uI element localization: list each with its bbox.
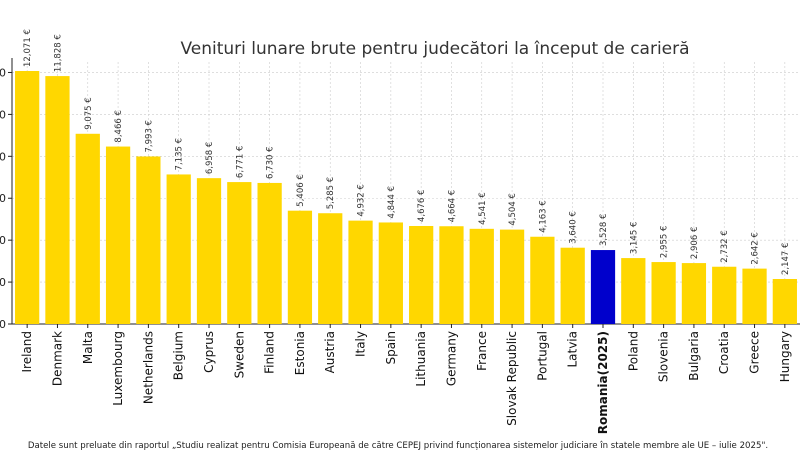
- bar: [105, 146, 131, 324]
- bar: [348, 220, 373, 324]
- bar: [45, 76, 70, 325]
- bar: [439, 226, 464, 324]
- y-tick-label: 0: [0, 276, 6, 289]
- x-tick-label: Estonia: [293, 331, 307, 375]
- y-tick-label: 0: [0, 318, 6, 331]
- bar: [651, 262, 676, 324]
- x-tick-label: Latvia: [566, 331, 580, 368]
- x-tick-label: Sweden: [232, 331, 246, 378]
- footnote: Datele sunt preluate din raportul „Studi…: [28, 441, 768, 450]
- bar-value-label: 2,906 €: [690, 227, 700, 259]
- bar: [287, 210, 313, 324]
- bar-value-label: 4,504 €: [508, 193, 518, 225]
- bar-value-label: 6,771 €: [235, 146, 245, 178]
- x-tick-label: Austria: [323, 331, 337, 373]
- bar-value-label: 2,642 €: [751, 232, 761, 264]
- bars: [15, 70, 797, 325]
- bar: [409, 225, 434, 324]
- y-tick-label: 0: [0, 234, 6, 247]
- x-tick-label: Portugal: [535, 331, 549, 381]
- x-tick-label: Netherlands: [141, 331, 155, 404]
- bar-value-label: 4,541 €: [478, 192, 488, 224]
- bar-value-label: 5,406 €: [296, 174, 306, 206]
- bar-value-label: 7,135 €: [175, 138, 185, 170]
- bar-value-label: 7,993 €: [144, 120, 154, 152]
- bar-value-label: 3,640 €: [569, 211, 579, 243]
- x-tick-labels: Ireland Denmark Malta Luxembourg Netherlands…: [20, 324, 792, 434]
- bar-value-label: 8,466 €: [114, 110, 124, 142]
- x-tick-label: Belgium: [172, 331, 186, 380]
- bar-value-label: 3,528 €: [599, 214, 609, 246]
- bar-value-label: 4,664 €: [447, 190, 457, 222]
- x-tick-label: France: [475, 331, 489, 371]
- bar-highlighted: [590, 250, 616, 324]
- bar: [136, 156, 161, 324]
- bar-value-label: 2,147 €: [781, 243, 791, 275]
- value-labels: 12,071 € 11,828 € 9,075 € 8,466 € 7,993 € 7,1…: [23, 29, 791, 275]
- bar: [469, 228, 494, 324]
- y-tick-label: 0: [0, 150, 6, 163]
- bar: [621, 258, 646, 324]
- x-tick-label: Finland: [263, 331, 277, 374]
- bar: [772, 278, 797, 324]
- x-tick-label: Poland: [626, 331, 640, 371]
- x-tick-label: Bulgaria: [687, 331, 701, 381]
- bar: [227, 182, 252, 324]
- x-tick-label: Luxembourg: [111, 331, 125, 406]
- x-tick-label: Romania(2025): [596, 331, 610, 434]
- x-tick-label: Spain: [384, 331, 398, 365]
- x-tick-label: Malta: [81, 331, 95, 364]
- x-tick-label: Germany: [444, 331, 458, 386]
- bar-value-label: 5,285 €: [326, 177, 336, 209]
- bar-value-label: 2,732 €: [720, 230, 730, 262]
- bar: [196, 178, 222, 324]
- bar-value-label: 12,071 €: [23, 29, 33, 67]
- bar: [257, 182, 282, 324]
- bar: [499, 229, 525, 324]
- bar-value-label: 4,932 €: [357, 184, 367, 216]
- x-tick-label: Greece: [748, 331, 762, 374]
- bar-value-label: 4,676 €: [417, 190, 427, 222]
- chart-title: Venituri lunare brute pentru judecători …: [180, 39, 689, 59]
- x-tick-label: Denmark: [50, 331, 64, 386]
- bar: [166, 174, 191, 324]
- bar-value-label: 11,828 €: [53, 34, 63, 72]
- bar-value-label: 4,163 €: [538, 200, 548, 232]
- x-tick-label: Slovak Republic: [505, 331, 519, 426]
- y-tick-label: 0: [0, 66, 6, 79]
- y-tick-label: 0: [0, 108, 6, 121]
- x-tick-label: Ireland: [20, 331, 34, 373]
- bar: [742, 268, 767, 324]
- x-tick-label: Hungary: [778, 331, 792, 382]
- bar: [75, 133, 100, 324]
- bar: [560, 247, 585, 324]
- bar: [15, 70, 40, 324]
- x-tick-label: Croatia: [717, 331, 731, 374]
- x-tick-label: Cyprus: [202, 331, 216, 373]
- bar-value-label: 3,145 €: [629, 222, 639, 254]
- bar: [712, 266, 737, 324]
- y-tick-label: 0: [0, 192, 6, 205]
- bar: [530, 236, 555, 324]
- bar: [318, 213, 343, 324]
- bar-value-label: 6,730 €: [266, 146, 276, 178]
- x-tick-label: Italy: [354, 331, 368, 357]
- x-tick-label: Slovenia: [657, 331, 671, 382]
- bar-value-label: 6,958 €: [205, 142, 215, 174]
- bar-value-label: 2,955 €: [660, 226, 670, 258]
- x-tick-label: Lithuania: [414, 331, 428, 387]
- bar-value-label: 9,075 €: [84, 97, 94, 129]
- bar: [378, 222, 403, 324]
- bar: [681, 263, 707, 324]
- bar-value-label: 4,844 €: [387, 186, 397, 218]
